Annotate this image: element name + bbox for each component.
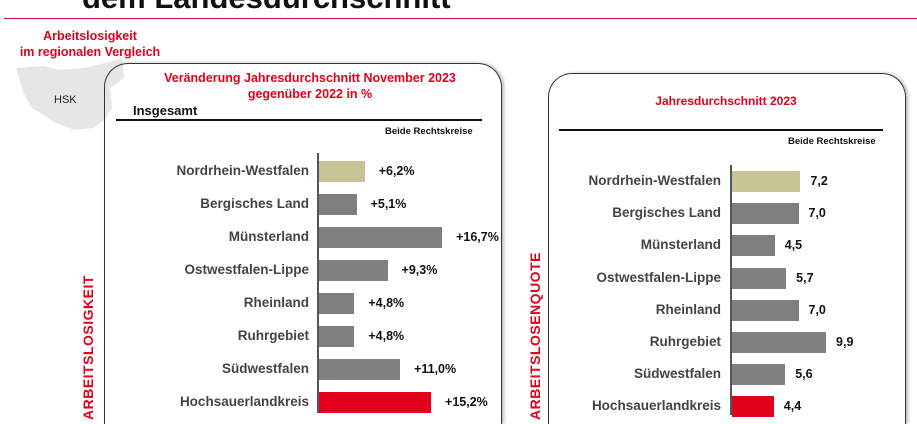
bar (319, 326, 355, 347)
category-label: Ostwestfalen-Lippe (596, 269, 721, 285)
category-label: Hochsauerlandkreis (179, 394, 309, 409)
data-label: +9,3% (401, 263, 438, 277)
data-label: 4,5 (784, 238, 803, 253)
bar (319, 392, 432, 413)
subheading-line-2: im regionalen Vergleich (19, 45, 161, 59)
bar (732, 235, 775, 257)
chart-rule (559, 129, 883, 131)
data-label: 5,7 (796, 270, 814, 285)
bar (319, 260, 388, 281)
bar (319, 293, 355, 314)
page-title: dem Landesdurchschnitt (82, 0, 451, 16)
chart-title-line-1: Veränderung Jahresdurchschnitt November … (164, 71, 456, 85)
data-label: +15,2% (445, 395, 488, 409)
category-label: Bergisches Land (200, 196, 309, 211)
chart-note: Beide Rechtskreise (788, 136, 876, 147)
chart-rule (116, 119, 482, 121)
vertical-label-arbeitslosigkeit: ARBEITSLOSIGKEIT (80, 275, 96, 420)
bar (319, 227, 443, 248)
category-label: Rheinland (655, 301, 721, 317)
bar (732, 396, 774, 418)
data-label: +6,2% (378, 164, 415, 178)
category-label: Südwestfalen (221, 361, 309, 376)
bar (732, 203, 799, 225)
category-label: Ruhrgebiet (649, 334, 721, 349)
category-label: Münsterland (228, 229, 309, 244)
data-label: +4,8% (368, 296, 405, 310)
bar (319, 161, 365, 182)
rate-chart-title: Jahresdurchschnitt 2023 (655, 94, 797, 108)
data-label: 4,4 (783, 399, 802, 414)
category-label: Nordrhein-Westfalen (176, 163, 309, 178)
bar (732, 332, 827, 353)
subheading-line-1: Arbeitslosigkeit (43, 29, 137, 43)
data-label: +4,8% (368, 329, 405, 343)
bar (732, 171, 801, 192)
bar (319, 194, 357, 215)
section-subheading: Arbeitslosigkeit im regionalen Vergleich (10, 28, 170, 60)
category-label: Rheinland (243, 295, 309, 310)
category-label: Ostwestfalen-Lippe (184, 262, 309, 277)
title-divider (4, 18, 917, 19)
category-label: Ruhrgebiet (237, 328, 309, 343)
category-label: Münsterland (640, 237, 721, 253)
data-label: 5,6 (795, 367, 813, 382)
category-label: Bergisches Land (612, 205, 721, 221)
category-label: Hochsauerlandkreis (591, 398, 721, 414)
data-label: +5,1% (370, 197, 407, 211)
data-label: +11,0% (414, 362, 457, 376)
data-label: 7,2 (810, 174, 828, 188)
bar (732, 364, 786, 386)
data-label: 7,0 (808, 302, 826, 317)
chart-title-line-2: gegenüber 2022 in % (247, 87, 373, 101)
bar (732, 299, 799, 321)
data-label: 9,9 (836, 335, 854, 349)
chart-subtitle: Insgesamt (133, 103, 198, 118)
bar (732, 267, 787, 289)
data-label: 7,0 (808, 206, 826, 221)
chart-note: Beide Rechtskreise (385, 126, 473, 137)
category-label: Südwestfalen (633, 366, 721, 382)
map-label: HSK (54, 94, 77, 106)
bar (319, 359, 401, 380)
category-label: Nordrhein-Westfalen (588, 173, 721, 188)
chart-axis (730, 165, 732, 415)
rate-chart-panel (548, 73, 906, 424)
change-chart-title: Veränderung Jahresdurchschnitt November … (130, 70, 490, 102)
hsk-map-shape (16, 58, 124, 130)
change-chart-panel (104, 63, 502, 424)
chart-axis (317, 153, 319, 413)
data-label: +16,7% (456, 230, 499, 244)
